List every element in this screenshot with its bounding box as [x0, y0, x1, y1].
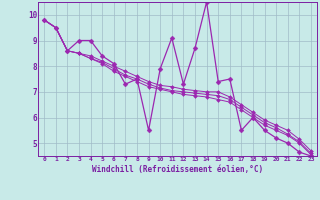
X-axis label: Windchill (Refroidissement éolien,°C): Windchill (Refroidissement éolien,°C): [92, 165, 263, 174]
